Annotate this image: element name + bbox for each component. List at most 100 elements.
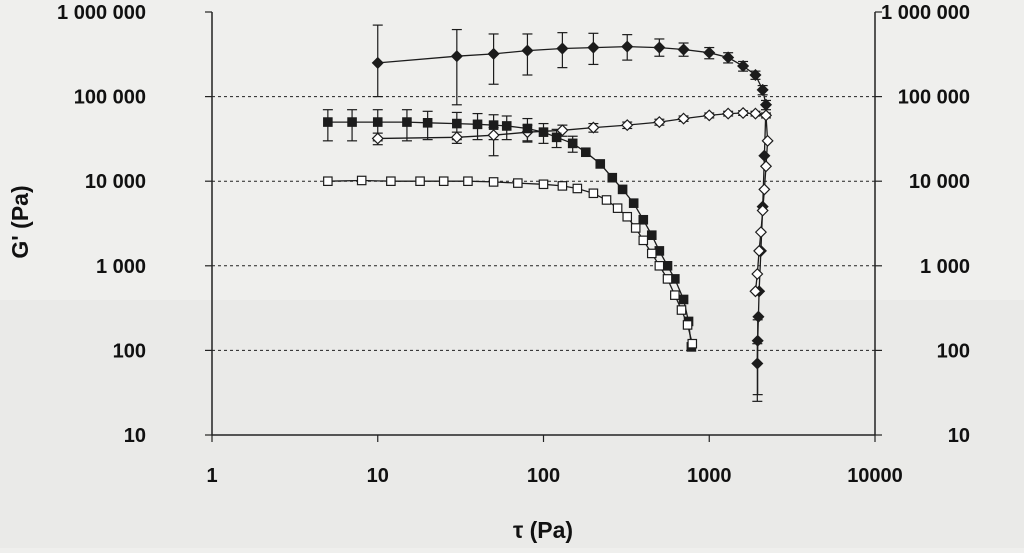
data-point-filled-square xyxy=(595,159,606,169)
data-point-filled-diamond xyxy=(751,357,764,370)
data-point-filled-square xyxy=(402,117,412,127)
data-point-open-square xyxy=(601,195,612,205)
data-point-open-square xyxy=(630,223,641,233)
data-point-filled-square xyxy=(662,261,673,271)
x-tick-labels: 1 10 100 1000 10000 xyxy=(206,465,902,487)
data-point-open-diamond xyxy=(756,204,769,217)
data-point-filled-diamond xyxy=(621,40,634,53)
data-point-open-diamond xyxy=(749,285,762,298)
data-point-filled-square xyxy=(567,138,578,149)
data-point-filled-diamond xyxy=(521,44,534,57)
data-point-filled-square xyxy=(422,118,433,128)
data-point-filled-diamond xyxy=(556,42,569,55)
data-point-filled-diamond xyxy=(737,59,750,73)
data-point-open-diamond xyxy=(703,109,716,122)
data-point-open-square xyxy=(513,178,523,188)
data-point-open-square xyxy=(687,338,698,349)
x-tick-label: 1000 xyxy=(687,465,732,487)
x-tick-label: 100 xyxy=(527,465,560,487)
data-point-open-square xyxy=(438,176,449,186)
x-axis-title: τ (Pa) xyxy=(513,517,573,543)
data-point-open-square xyxy=(638,235,649,246)
x-tick-label: 10 xyxy=(367,465,389,487)
data-point-filled-square xyxy=(646,230,657,240)
y-tick-label: 100 000 xyxy=(74,87,146,109)
axes xyxy=(205,11,882,442)
data-point-filled-diamond xyxy=(653,41,666,54)
data-point-filled-square xyxy=(501,121,512,131)
data-point-open-diamond xyxy=(759,109,773,122)
data-point-open-diamond xyxy=(677,112,690,125)
data-point-open-diamond xyxy=(749,107,762,120)
data-point-open-square xyxy=(662,274,673,284)
data-point-filled-square xyxy=(638,214,649,225)
y-tick-label: 10 000 xyxy=(85,171,146,193)
data-point-open-diamond xyxy=(722,107,735,120)
x-tick-label: 1 xyxy=(206,465,217,487)
data-point-open-diamond xyxy=(371,132,384,145)
data-point-open-square xyxy=(415,176,425,186)
data-point-filled-square xyxy=(581,147,591,158)
data-point-open-diamond xyxy=(758,183,771,196)
data-point-open-square xyxy=(682,320,693,330)
error-bar xyxy=(451,28,462,106)
data-point-open-diamond xyxy=(753,244,766,257)
data-point-open-diamond xyxy=(487,129,500,142)
y-tick-labels-left: 10 100 1 000 10 000 100 000 1 000 000 xyxy=(57,2,146,447)
data-point-filled-diamond xyxy=(759,98,773,111)
data-point-filled-diamond xyxy=(450,50,463,63)
data-point-filled-square xyxy=(628,198,639,208)
data-point-filled-diamond xyxy=(758,149,771,162)
data-point-open-square xyxy=(676,305,687,315)
data-point-filled-square xyxy=(347,117,357,127)
data-point-open-diamond xyxy=(754,226,767,239)
y-tick-label-right: 1 000 xyxy=(920,256,970,278)
data-point-open-square xyxy=(356,175,367,186)
data-point-filled-square xyxy=(522,123,533,134)
data-point-filled-square xyxy=(488,120,499,130)
data-point-filled-square xyxy=(452,118,462,129)
data-point-open-diamond xyxy=(450,131,463,144)
y-tick-label: 1 000 000 xyxy=(57,2,146,24)
data-point-open-square xyxy=(612,203,623,213)
data-point-filled-square xyxy=(323,117,333,127)
data-point-open-diamond xyxy=(621,119,634,132)
y-tick-label-right: 10 000 xyxy=(909,171,970,193)
y-tick-label-right: 100 xyxy=(937,340,970,362)
y-tick-label-right: 10 xyxy=(948,425,970,447)
data-point-filled-square xyxy=(678,294,689,305)
data-point-filled-square xyxy=(617,184,628,195)
y-tick-label-right: 1 000 000 xyxy=(881,2,970,24)
data-point-open-square xyxy=(463,176,473,186)
data-point-open-square xyxy=(386,176,396,186)
data-point-open-square xyxy=(670,290,680,300)
data-point-open-diamond xyxy=(751,267,764,281)
data-point-open-square xyxy=(572,183,583,194)
y-tick-label: 10 xyxy=(124,425,146,447)
data-point-open-diamond xyxy=(759,160,773,173)
data-point-filled-diamond xyxy=(752,310,765,323)
data-point-open-square xyxy=(323,176,333,186)
y-tick-label-right: 100 000 xyxy=(898,87,970,109)
data-point-filled-diamond xyxy=(587,41,600,54)
data-point-open-square xyxy=(557,181,568,191)
data-point-open-square xyxy=(488,177,499,187)
data-point-open-square xyxy=(538,179,549,190)
data-point-filled-diamond xyxy=(751,334,764,347)
data-point-open-square xyxy=(622,211,633,222)
data-point-filled-diamond xyxy=(371,56,384,69)
data-point-filled-diamond xyxy=(677,43,690,56)
x-tick-label: 10000 xyxy=(847,465,903,487)
data-point-open-diamond xyxy=(653,116,666,129)
y-tick-labels-right: 10 100 1 000 10 000 100 000 1 000 000 xyxy=(881,2,970,447)
data-point-filled-diamond xyxy=(487,47,500,60)
data-point-open-diamond xyxy=(761,134,774,147)
data-point-open-diamond xyxy=(587,121,600,134)
data-point-filled-square xyxy=(551,132,562,143)
data-point-open-square xyxy=(654,261,665,271)
data-point-filled-diamond xyxy=(703,46,716,59)
data-point-filled-square xyxy=(538,127,549,137)
data-point-filled-square xyxy=(607,172,618,183)
